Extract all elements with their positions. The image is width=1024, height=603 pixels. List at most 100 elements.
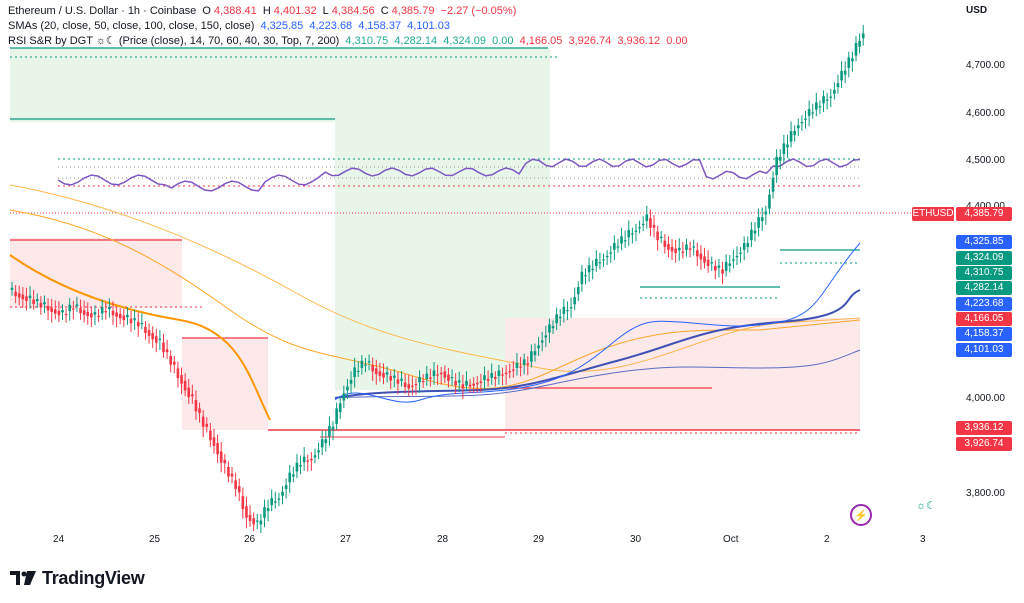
candle-body: [180, 375, 183, 384]
candle-body: [320, 439, 324, 448]
candle-body: [393, 375, 396, 378]
candle-body: [216, 443, 219, 455]
sma-value-3: 4,158.37: [358, 20, 402, 32]
candle-body: [638, 227, 641, 229]
candle-body: [587, 265, 591, 273]
candle-body: [400, 378, 403, 381]
sma-50-orange-line: [9, 254, 271, 421]
lightning-icon[interactable]: ⚡: [850, 504, 872, 526]
price-tag-10: 3,926.74: [956, 437, 1012, 451]
sun-moon-icon[interactable]: ☼☾: [916, 500, 936, 512]
candle-body: [724, 261, 728, 271]
candle-body: [90, 313, 93, 318]
candle-body: [429, 377, 432, 379]
candle-body: [652, 224, 656, 228]
candle-body: [349, 379, 353, 384]
symbol-title: Ethereum / U.S. Dollar · 1h · Coinbase: [8, 5, 197, 17]
candle-body: [695, 250, 699, 257]
candle-body: [753, 230, 757, 234]
candle-body: [739, 252, 742, 254]
open-label: O: [202, 5, 211, 17]
rsi-value-2: 4,282.14: [394, 35, 438, 47]
candle-body: [623, 240, 627, 242]
candle-body: [627, 230, 631, 238]
candle-body: [162, 342, 165, 353]
candle-body: [46, 305, 50, 311]
tradingview-logo[interactable]: TradingView: [10, 568, 145, 588]
candle-body: [447, 374, 450, 381]
zone-green-a: [10, 60, 335, 122]
candle-body: [843, 70, 847, 75]
candle-body: [82, 310, 86, 315]
candle-body: [501, 374, 504, 376]
sma-value-4: 4,101.03: [407, 20, 450, 32]
candle-body: [504, 372, 508, 375]
candle-body: [17, 293, 21, 298]
rsi-legend[interactable]: RSI S&R by DGT ☼☾ (Price (close), 14, 70…: [8, 34, 691, 48]
candle-body: [764, 211, 768, 215]
candle-body: [227, 466, 230, 477]
candle-body: [346, 386, 349, 391]
candle-body: [122, 315, 126, 321]
candle-body: [263, 507, 266, 518]
candle-body: [338, 403, 342, 413]
candle-body: [494, 376, 497, 379]
price-tag-9: 3,936.12: [956, 421, 1012, 435]
candle-body: [93, 311, 97, 315]
currency-label[interactable]: USD: [966, 5, 988, 16]
candle-body: [515, 362, 519, 368]
candle-body: [861, 33, 865, 39]
candle-body: [255, 520, 259, 522]
candle-body: [598, 262, 602, 264]
candle-body: [140, 322, 144, 325]
candle-body: [558, 316, 562, 319]
time-tick-29: 29: [533, 534, 545, 545]
candle-body: [699, 253, 703, 260]
candle-body: [364, 364, 367, 366]
candle-body: [50, 307, 53, 312]
candle-body: [248, 514, 252, 522]
sma-value-1: 4,325.85: [260, 20, 304, 32]
candle-body: [750, 229, 753, 241]
candle-body: [270, 498, 273, 506]
candle-body: [584, 275, 587, 277]
time-tick-27: 27: [340, 534, 352, 545]
candle-body: [710, 262, 714, 264]
candle-body: [818, 106, 822, 108]
candle-body: [522, 359, 526, 365]
candle-body: [468, 384, 472, 387]
candle-body: [490, 373, 494, 378]
candle-body: [465, 380, 468, 386]
candle-body: [840, 70, 843, 81]
tradingview-logo-icon: [10, 571, 36, 585]
time-tick-24: 24: [53, 534, 65, 545]
price-tick-4400: 4,400.00: [966, 201, 1005, 212]
candle-body: [35, 299, 39, 302]
price-tag-3: 4,310.75: [956, 266, 1012, 280]
candle-body: [209, 430, 212, 441]
candle-body: [356, 370, 360, 373]
candle-body: [403, 382, 407, 388]
candle-body: [789, 131, 793, 142]
price-tick-4000: 4,000.00: [966, 393, 1005, 404]
candle-body: [573, 297, 576, 305]
sma-legend[interactable]: SMAs (20, close, 50, close, 100, close, …: [8, 19, 453, 33]
candle-body: [479, 381, 483, 383]
candle-body: [728, 263, 732, 266]
rsi-value-1: 4,310.75: [345, 35, 389, 47]
low-value: 4,384.56: [331, 5, 375, 17]
rsi-value-3: 4,324.09: [443, 35, 487, 47]
price-tag-8: 4,101.03: [956, 343, 1012, 357]
candle-body: [360, 360, 364, 368]
time-tick-28: 28: [437, 534, 449, 545]
price-tick-4600: 4,600.00: [966, 108, 1005, 119]
candle-body: [313, 455, 317, 458]
candle-body: [439, 372, 443, 375]
price-tick-4500: 4,500.00: [966, 155, 1005, 166]
candle-body: [544, 335, 548, 338]
close-label: C: [380, 5, 389, 17]
candle-body: [778, 156, 782, 161]
candle-body: [382, 372, 385, 378]
rsi-value-5: 4,166.05: [519, 35, 563, 47]
